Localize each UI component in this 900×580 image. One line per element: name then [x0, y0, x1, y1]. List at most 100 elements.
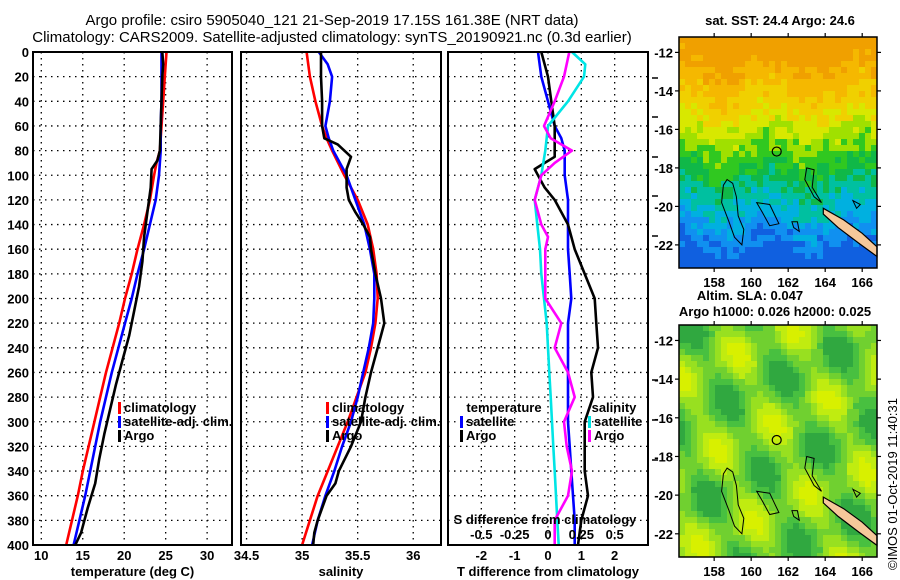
map-cell	[751, 121, 757, 127]
map-cell	[829, 37, 835, 43]
map-cell	[709, 37, 715, 43]
map-cell	[835, 85, 841, 91]
map-cell	[805, 139, 811, 145]
map-cell	[817, 79, 823, 85]
map-cell	[727, 187, 733, 193]
map-cell	[793, 229, 799, 235]
map-cell	[685, 151, 691, 157]
map-cell	[709, 355, 715, 361]
map-cell	[775, 163, 781, 169]
map-cell	[781, 169, 787, 175]
map-cell	[739, 91, 745, 97]
map-cell	[691, 433, 697, 439]
map-cell	[727, 115, 733, 121]
map-cell	[757, 55, 763, 61]
map-cell	[793, 415, 799, 421]
map-cell	[787, 553, 793, 557]
map-cell	[709, 349, 715, 355]
map-cell	[799, 85, 805, 91]
map-cell	[685, 49, 691, 55]
map-cell	[847, 475, 853, 481]
map-cell	[865, 193, 871, 199]
map-cell	[703, 37, 709, 43]
map-cell	[811, 547, 817, 553]
map-cell	[865, 121, 871, 127]
legend-climatology-swatch	[118, 402, 121, 414]
map-cell	[703, 445, 709, 451]
map-cell	[805, 229, 811, 235]
map-cell	[709, 421, 715, 427]
map-cell	[769, 451, 775, 457]
map-cell	[685, 391, 691, 397]
y-tick-label: 200	[7, 292, 29, 307]
map-cell	[727, 433, 733, 439]
map-cell	[721, 535, 727, 541]
map-cell	[721, 379, 727, 385]
map-cell	[793, 379, 799, 385]
map-cell	[805, 37, 811, 43]
map-cell	[823, 73, 829, 79]
map-cell	[835, 421, 841, 427]
map-cell	[805, 517, 811, 523]
map-cell	[751, 343, 757, 349]
map-cell	[769, 55, 775, 61]
map-cell	[715, 229, 721, 235]
map-cell	[721, 61, 727, 67]
map-cell	[733, 85, 739, 91]
map-cell	[805, 43, 811, 49]
map-cell	[691, 205, 697, 211]
map-cell	[871, 505, 877, 511]
map-cell	[799, 151, 805, 157]
map-cell	[823, 457, 829, 463]
map-cell	[715, 505, 721, 511]
map-cell	[727, 541, 733, 547]
map-cell	[745, 85, 751, 91]
map-cell	[679, 361, 685, 367]
map-cell	[799, 511, 805, 517]
map-cell	[787, 247, 793, 253]
map-cell	[685, 337, 691, 343]
map-cell	[799, 223, 805, 229]
x2-tick-label: 0.25	[569, 527, 594, 542]
map-cell	[679, 169, 685, 175]
map-cell	[805, 211, 811, 217]
map-cell	[829, 103, 835, 109]
map-cell	[871, 109, 877, 115]
map-cell	[829, 529, 835, 535]
map-cell	[787, 145, 793, 151]
map-cell	[709, 391, 715, 397]
map-cell	[709, 61, 715, 67]
x-tick-label: 35	[295, 548, 309, 563]
map-cell	[799, 181, 805, 187]
map-cell	[871, 391, 877, 397]
map-cell	[727, 211, 733, 217]
map-cell	[775, 217, 781, 223]
map-cell	[739, 229, 745, 235]
map-cell	[865, 133, 871, 139]
map-cell	[775, 469, 781, 475]
map-cell	[715, 49, 721, 55]
map-lon-label: 162	[777, 275, 799, 290]
map-cell	[793, 211, 799, 217]
map-cell	[727, 91, 733, 97]
map-cell	[859, 367, 865, 373]
map-cell	[709, 259, 715, 265]
map-cell	[709, 403, 715, 409]
map-cell	[781, 265, 787, 268]
map-cell	[691, 529, 697, 535]
map-cell	[805, 487, 811, 493]
map-cell	[781, 229, 787, 235]
map-cell	[793, 43, 799, 49]
map-cell	[769, 43, 775, 49]
map-cell	[685, 133, 691, 139]
series-line-temperature-argo	[533, 51, 600, 546]
map-cell	[685, 349, 691, 355]
map-cell	[727, 127, 733, 133]
map-cell	[829, 463, 835, 469]
map-cell	[817, 349, 823, 355]
map-cell	[679, 385, 685, 391]
map-cell	[739, 73, 745, 79]
map-cell	[715, 91, 721, 97]
map-cell	[835, 349, 841, 355]
map-cell	[715, 61, 721, 67]
